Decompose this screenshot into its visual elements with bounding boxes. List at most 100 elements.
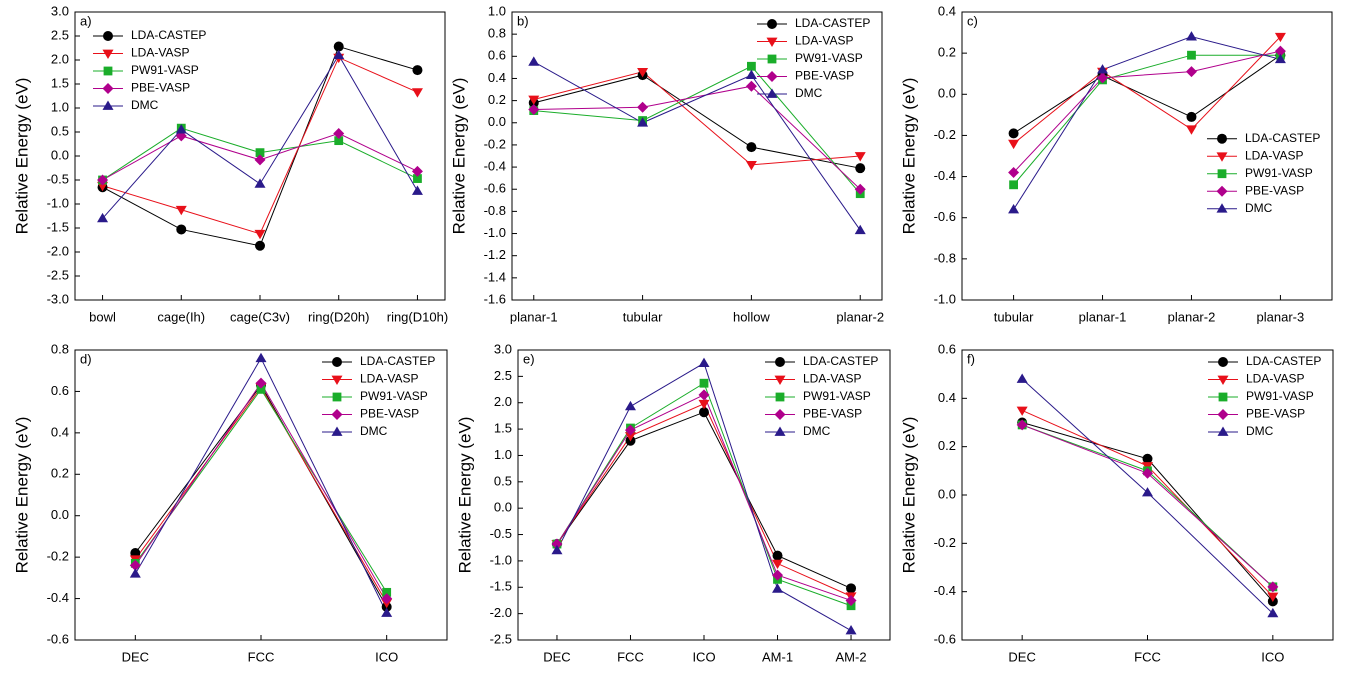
marker [745, 69, 757, 79]
legend-label: LDA-VASP [131, 46, 189, 60]
marker [1274, 53, 1286, 64]
marker [1186, 111, 1197, 122]
marker [1142, 487, 1153, 497]
marker [411, 88, 423, 98]
legend-label: PW91-VASP [360, 389, 428, 403]
y-tick-label: -0.4 [47, 590, 69, 605]
legend-marker [1218, 357, 1228, 367]
y-tick-label: -0.5 [490, 526, 512, 541]
y-tick-label: 0.6 [488, 48, 506, 63]
y-tick-label: 0.0 [938, 486, 956, 501]
y-tick-label: -0.6 [934, 209, 956, 224]
y-tick-label: 0.0 [51, 507, 69, 522]
legend-label: PBE-VASP [131, 81, 190, 95]
y-tick-label: -0.2 [484, 136, 506, 151]
y-tick-label: 0.6 [938, 341, 956, 356]
legend-label: PW91-VASP [803, 389, 871, 403]
legend-label: DMC [1246, 424, 1274, 438]
marker [1008, 203, 1020, 214]
y-tick-label: 2.0 [51, 51, 69, 66]
y-tick-label: -1.5 [47, 219, 69, 234]
x-tick-label: DEC [122, 649, 149, 664]
series-line [1021, 424, 1274, 588]
y-tick-label: -0.2 [934, 535, 956, 550]
legend-label: PW91-VASP [1245, 166, 1313, 180]
y-tick-label: 0.0 [938, 86, 956, 101]
y-tick-label: 2.5 [494, 368, 512, 383]
panel-label: e) [523, 351, 535, 366]
legend-marker [774, 426, 786, 436]
marker [528, 103, 540, 115]
y-axis-label: Relative Energy (eV) [455, 417, 474, 574]
marker [1267, 581, 1279, 593]
legend-marker [331, 426, 343, 436]
marker [97, 174, 109, 186]
marker [1008, 166, 1020, 178]
marker [1009, 180, 1018, 190]
y-tick-label: -1.4 [484, 269, 506, 284]
marker [1016, 373, 1028, 383]
legend-marker [1217, 375, 1229, 385]
legend-marker [331, 375, 343, 385]
y-tick-label: 2.0 [494, 394, 512, 409]
marker [1274, 45, 1286, 57]
x-tick-label: AM-2 [836, 649, 867, 664]
y-tick-label: 1.5 [51, 75, 69, 90]
y-tick-label: 0.0 [494, 500, 512, 515]
marker [845, 594, 857, 606]
marker [1267, 592, 1279, 602]
marker [745, 80, 757, 92]
marker [129, 568, 141, 578]
marker [1187, 50, 1196, 60]
legend-label: LDA-VASP [360, 372, 418, 386]
marker [254, 154, 266, 166]
x-tick-label: cage(C3v) [230, 309, 290, 324]
x-tick-label: FCC [1134, 649, 1161, 664]
series-line [134, 382, 388, 599]
series-line [533, 65, 861, 194]
marker [528, 95, 540, 106]
marker [1008, 128, 1019, 139]
panel-label: c) [967, 13, 978, 28]
y-tick-label: -0.6 [484, 181, 506, 196]
y-tick-label: -0.8 [484, 203, 506, 218]
y-tick-label: 1.5 [494, 421, 512, 436]
marker [334, 136, 344, 146]
x-tick-label: ICO [692, 649, 715, 664]
y-tick-label: -1.2 [484, 247, 506, 262]
legend-label: LDA-CASTEP [1246, 354, 1321, 368]
y-tick-label: 0.5 [494, 473, 512, 488]
marker [772, 583, 784, 593]
series-line [533, 61, 861, 231]
y-tick-label: -1.0 [47, 195, 69, 210]
series-line [1013, 54, 1281, 186]
legend-marker [1218, 392, 1228, 402]
y-tick-label: -0.6 [47, 631, 69, 646]
legend-marker [102, 49, 114, 59]
x-tick-label: DEC [1008, 649, 1035, 664]
legend-marker [1217, 426, 1229, 436]
y-tick-label: 0.8 [488, 26, 506, 41]
y-tick-label: 0.2 [938, 438, 956, 453]
marker [381, 593, 393, 605]
marker [699, 407, 709, 418]
y-tick-label: 0.6 [51, 383, 69, 398]
y-tick-label: -0.2 [934, 127, 956, 142]
marker [1097, 72, 1109, 84]
y-tick-label: 0.2 [938, 45, 956, 60]
marker [333, 41, 344, 52]
marker [846, 583, 857, 594]
marker [333, 127, 345, 139]
marker [1274, 32, 1286, 43]
legend-label: PBE-VASP [803, 407, 862, 421]
marker [412, 65, 423, 76]
marker [855, 163, 866, 174]
legend-label: DMC [803, 424, 831, 438]
y-tick-label: 0.4 [938, 390, 956, 405]
marker [624, 400, 636, 411]
marker [746, 142, 757, 153]
x-tick-label: ICO [1261, 649, 1284, 664]
legend-marker [766, 71, 778, 82]
y-tick-label: 0.0 [488, 114, 506, 129]
legend-marker [103, 66, 113, 76]
